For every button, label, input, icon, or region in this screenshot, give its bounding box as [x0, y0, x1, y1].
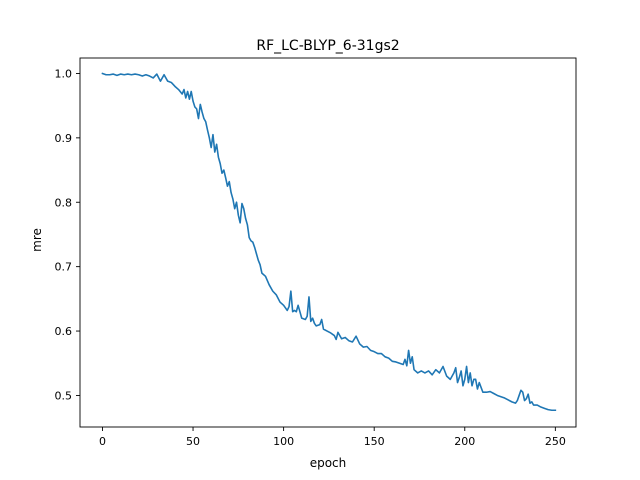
y-tick-label: 1.0 — [55, 67, 73, 80]
plot-area — [101, 72, 557, 412]
x-tick-label: 250 — [545, 435, 566, 448]
y-tick-label: 0.7 — [55, 261, 73, 274]
axes: 0 50 100 150 200 250 0.5 0.6 0.7 0.8 0.9 1.0 — [55, 57, 577, 448]
x-tick-label: 50 — [186, 435, 200, 448]
x-tick-label: 200 — [454, 435, 475, 448]
y-tick-label: 0.5 — [55, 389, 73, 402]
x-axis-label: epoch — [310, 456, 347, 470]
x-tick-label: 150 — [364, 435, 385, 448]
y-tick-label: 0.6 — [55, 325, 73, 338]
x-tick-label: 100 — [273, 435, 294, 448]
y-tick-label: 0.8 — [55, 196, 73, 209]
x-tick-label: 0 — [99, 435, 106, 448]
y-axis-label: mre — [30, 228, 44, 252]
y-tick-label: 0.9 — [55, 132, 73, 145]
chart-title: RF_LC-BLYP_6-31gs2 — [256, 38, 399, 54]
series-line-0 — [101, 72, 557, 412]
plot-frame — [79, 57, 577, 428]
